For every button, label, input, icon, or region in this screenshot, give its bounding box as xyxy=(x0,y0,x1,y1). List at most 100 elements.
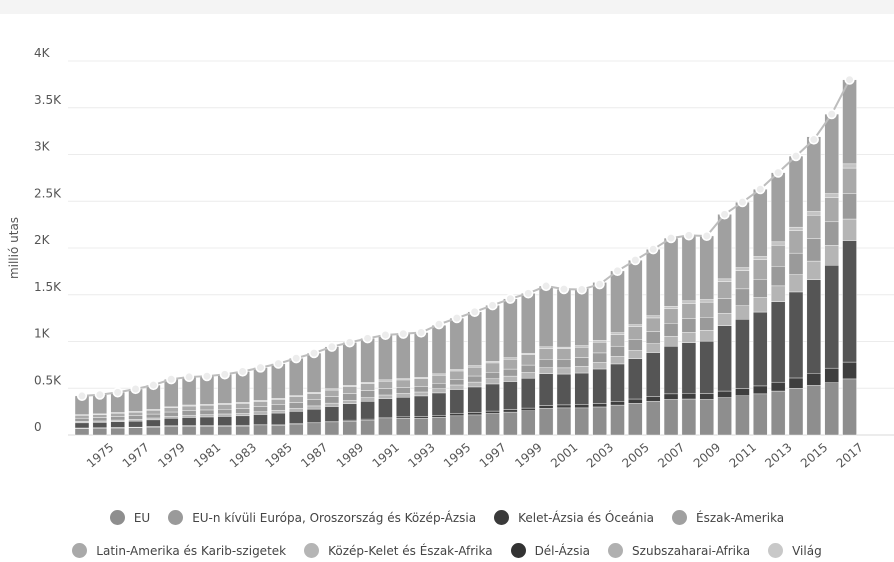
bar-segment xyxy=(663,306,679,309)
bar-segment xyxy=(449,413,465,417)
world-point xyxy=(701,230,712,242)
bar-segment xyxy=(431,373,447,376)
bar-segment xyxy=(538,346,554,349)
legend-item[interactable]: Kelet-Ázsia és Óceánia xyxy=(494,510,654,525)
bar-segment xyxy=(699,317,714,331)
legend-item[interactable]: EU-n kívüli Európa, Oroszország és Közép… xyxy=(168,510,476,525)
bar-segment xyxy=(842,193,857,220)
legend-swatch xyxy=(510,543,526,558)
bar-segment xyxy=(753,188,768,257)
bar-segment xyxy=(485,383,500,412)
bar-segment xyxy=(449,389,465,414)
bar-segment xyxy=(378,394,393,399)
legend-item[interactable]: Latin-Amerika és Karib-szigetek xyxy=(72,543,286,558)
x-tick-label: 2009 xyxy=(691,440,723,470)
bar-segment xyxy=(467,366,482,377)
bar-segment xyxy=(735,388,750,396)
bar-segment xyxy=(360,383,375,391)
bar-segment xyxy=(538,348,554,360)
x-tick-label: 2001 xyxy=(548,440,580,470)
bar-segment xyxy=(610,270,625,333)
bar-segment xyxy=(842,163,857,169)
legend-row-1: EU EU-n kívüli Európa, Oroszország és Köz… xyxy=(0,510,894,525)
legend-label: EU xyxy=(133,510,151,525)
bar-segment xyxy=(485,410,500,414)
bar-segment xyxy=(556,367,572,375)
bar-segment xyxy=(110,421,125,428)
legend-swatch xyxy=(608,543,624,558)
legend-item[interactable]: Közép-Kelet és Észak-Afrika xyxy=(304,543,493,558)
world-point xyxy=(630,255,641,266)
bar-segment xyxy=(681,235,697,302)
bar-segment xyxy=(574,366,589,374)
bar-segment xyxy=(324,422,340,436)
legend-item[interactable]: EU xyxy=(109,510,151,525)
bar-segment xyxy=(521,352,536,355)
legend-item[interactable]: Szubszaharai-Afrika xyxy=(608,543,750,558)
bar-segment xyxy=(431,388,447,394)
world-point xyxy=(148,379,159,391)
bar-segment xyxy=(717,278,732,282)
bar-segment xyxy=(717,325,732,392)
world-point xyxy=(308,347,320,359)
bar-segment xyxy=(110,416,125,421)
bar-segment xyxy=(199,409,215,415)
bar-segment xyxy=(146,410,161,415)
legend-label: Dél-Ázsia xyxy=(534,543,591,558)
bar-segment xyxy=(592,282,607,341)
world-point xyxy=(201,371,213,382)
bar-segment xyxy=(663,336,679,347)
bar-segment xyxy=(181,417,197,426)
x-tick-label: 1977 xyxy=(120,440,152,470)
bar-segment xyxy=(824,244,839,266)
bar-segment xyxy=(556,359,572,369)
bar-segment xyxy=(592,352,607,363)
bar-segment xyxy=(699,330,714,342)
bar-segment xyxy=(146,419,161,427)
bar-segment xyxy=(735,319,750,389)
world-point xyxy=(451,313,462,324)
bar-segment xyxy=(74,417,90,422)
bar-segment xyxy=(753,259,768,280)
bar-segment xyxy=(396,416,411,419)
bar-segment xyxy=(681,300,697,304)
legend-label: Világ xyxy=(792,543,822,558)
bar-segment xyxy=(646,352,661,397)
bar-segment xyxy=(681,303,697,319)
x-tick-label: 1991 xyxy=(370,440,402,470)
bar-segment xyxy=(324,406,340,422)
legend-item[interactable]: Dél-Ázsia xyxy=(510,543,591,558)
bar-segment xyxy=(271,399,286,405)
x-axis-ticks: 1975 1977 1979 1981 1983 1985 1987 1989 1991 1993… xyxy=(84,440,866,470)
bar-segment xyxy=(770,381,786,392)
bar-segment xyxy=(146,413,161,419)
world-point xyxy=(648,244,659,255)
legend-swatch xyxy=(768,543,784,558)
x-tick-label: 2013 xyxy=(762,440,794,470)
bar-segment xyxy=(592,362,607,370)
bar-segment xyxy=(431,417,447,436)
bar-segment xyxy=(485,413,500,436)
bar-segment xyxy=(164,418,179,426)
legend-swatch xyxy=(672,510,688,525)
world-point xyxy=(130,383,141,395)
x-tick-label: 2007 xyxy=(655,440,687,470)
bar-segment xyxy=(753,256,768,260)
bar-segment xyxy=(110,413,125,417)
legend-item[interactable]: Észak-Amerika xyxy=(672,510,784,525)
bar-segment xyxy=(610,404,625,436)
world-point xyxy=(362,333,373,344)
bar-segment xyxy=(770,301,786,383)
bar-segment xyxy=(788,252,804,275)
bar-segment xyxy=(824,197,839,223)
world-point xyxy=(719,209,730,220)
x-tick-label: 2011 xyxy=(727,440,759,470)
x-tick-label: 1989 xyxy=(334,440,366,470)
legend-item[interactable]: Világ xyxy=(768,543,822,558)
x-tick-label: 1985 xyxy=(262,440,294,470)
bar-segment xyxy=(628,403,643,436)
bar-segment xyxy=(646,249,661,316)
y-axis-ticks: 0 0.5K 1K 1.5K 2K 2.5K 3K 3.5K 4K xyxy=(34,46,62,434)
bar-segment xyxy=(449,317,465,370)
bar-segment xyxy=(235,403,250,409)
